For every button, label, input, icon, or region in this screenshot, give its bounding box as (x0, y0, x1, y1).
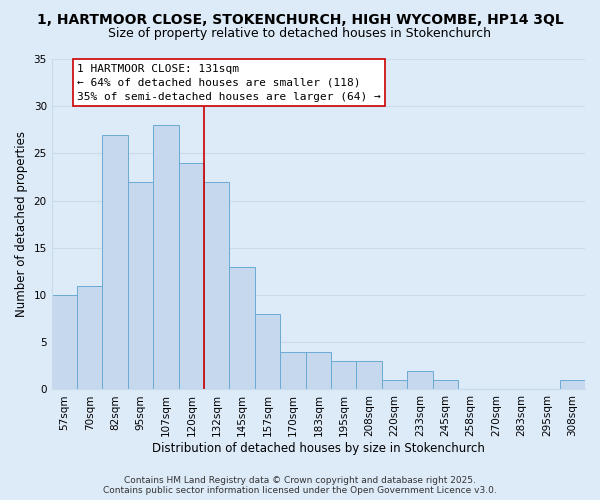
Text: Contains HM Land Registry data © Crown copyright and database right 2025.
Contai: Contains HM Land Registry data © Crown c… (103, 476, 497, 495)
Bar (77, 286, 103, 390)
Bar (331, 361, 356, 390)
Text: Size of property relative to detached houses in Stokenchurch: Size of property relative to detached ho… (109, 28, 491, 40)
Bar (382, 380, 407, 390)
Y-axis label: Number of detached properties: Number of detached properties (15, 131, 28, 317)
Bar (52, 295, 77, 390)
Text: 1, HARTMOOR CLOSE, STOKENCHURCH, HIGH WYCOMBE, HP14 3QL: 1, HARTMOOR CLOSE, STOKENCHURCH, HIGH WY… (37, 12, 563, 26)
Bar (280, 352, 305, 390)
Bar (204, 182, 229, 390)
Bar (255, 314, 280, 390)
Bar (407, 370, 433, 390)
Bar (560, 380, 585, 390)
Bar (229, 266, 255, 390)
Bar (179, 163, 204, 390)
Text: 1 HARTMOOR CLOSE: 131sqm
← 64% of detached houses are smaller (118)
35% of semi-: 1 HARTMOOR CLOSE: 131sqm ← 64% of detach… (77, 64, 381, 102)
Bar (356, 361, 382, 390)
Bar (153, 125, 179, 390)
Bar (305, 352, 331, 390)
Bar (433, 380, 458, 390)
Bar (128, 182, 153, 390)
X-axis label: Distribution of detached houses by size in Stokenchurch: Distribution of detached houses by size … (152, 442, 485, 455)
Bar (103, 134, 128, 390)
